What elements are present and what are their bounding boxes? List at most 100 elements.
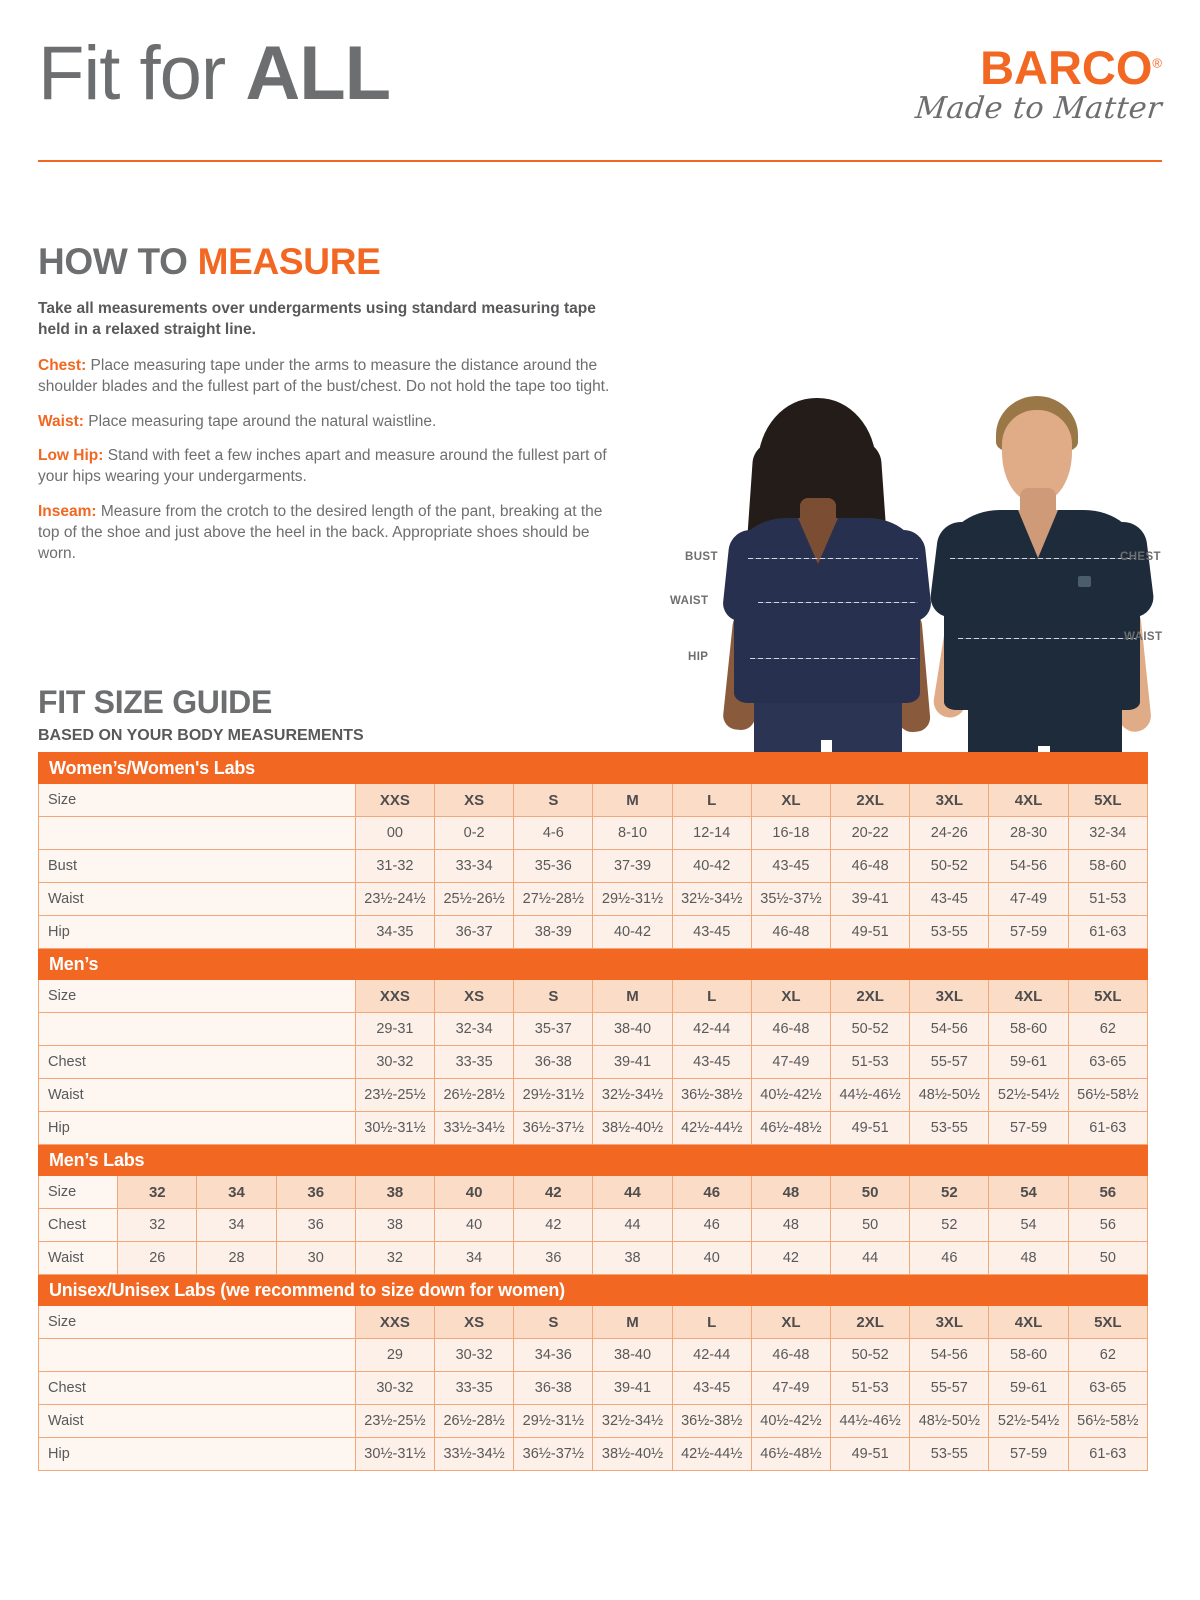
page-title-light: Fit for bbox=[38, 31, 246, 116]
numeric-size-cell: 0-2 bbox=[434, 816, 515, 850]
measurement-row-label: Waist bbox=[37, 1241, 119, 1275]
measurement-cell: 30½-31½ bbox=[354, 1437, 436, 1471]
measurement-cell: 35½-37½ bbox=[750, 882, 832, 916]
measurement-cell: 26 bbox=[117, 1241, 198, 1275]
numeric-size-cell: 4-6 bbox=[513, 816, 594, 850]
size-header-cell: 48 bbox=[750, 1175, 832, 1209]
measurement-cell: 48½-50½ bbox=[909, 1078, 990, 1112]
measurement-cell: 48½-50½ bbox=[909, 1404, 990, 1438]
size-header-cell: XS bbox=[434, 979, 515, 1013]
fit-size-guide-section: FIT SIZE GUIDE BASED ON YOUR BODY MEASUR… bbox=[37, 686, 1149, 1471]
measurement-cell: 42 bbox=[513, 1208, 594, 1242]
measurement-cell: 40 bbox=[434, 1208, 515, 1242]
measurement-cell: 30½-31½ bbox=[354, 1111, 436, 1145]
measurement-cell: 46½-48½ bbox=[750, 1437, 832, 1471]
how-to-measure-section: HOW TO MEASURE Take all measurements ove… bbox=[38, 243, 623, 578]
measurement-cell: 36½-37½ bbox=[513, 1437, 594, 1471]
measurement-cell: 36 bbox=[513, 1241, 594, 1275]
numeric-size-cell: 20-22 bbox=[830, 816, 911, 850]
measurement-cell: 40 bbox=[671, 1241, 752, 1275]
measurement-cell: 39-41 bbox=[592, 1045, 673, 1079]
measurement-cell: 33½-34½ bbox=[434, 1111, 515, 1145]
numeric-size-cell: 34-36 bbox=[513, 1338, 594, 1372]
table-band-row: Men’s Labs bbox=[38, 1144, 1148, 1176]
measurement-cell: 58-60 bbox=[1067, 849, 1149, 883]
size-header-cell: L bbox=[671, 783, 752, 817]
numeric-size-cell: 50-52 bbox=[830, 1338, 911, 1372]
measurement-cell: 61-63 bbox=[1067, 915, 1149, 949]
measurement-cell: 57-59 bbox=[988, 915, 1069, 949]
measurement-cell: 51-53 bbox=[830, 1371, 911, 1405]
size-row-label: Size bbox=[37, 1175, 119, 1209]
measurement-cell: 40-42 bbox=[671, 849, 752, 883]
measurement-cell: 27½-28½ bbox=[513, 882, 594, 916]
size-header-cell: XS bbox=[434, 783, 515, 817]
measurement-cell: 40-42 bbox=[592, 915, 673, 949]
numeric-size-cell: 29 bbox=[354, 1338, 436, 1372]
measure-item-low-hip: Low Hip: Stand with feet a few inches ap… bbox=[38, 445, 623, 488]
measurement-cell: 44 bbox=[592, 1208, 673, 1242]
brand-name: BARCO® bbox=[902, 44, 1162, 91]
table-band-row: Women’s/Women's Labs bbox=[38, 752, 1148, 784]
measure-item-chest: Chest: Place measuring tape under the ar… bbox=[38, 355, 623, 398]
bust-measure-line bbox=[748, 558, 918, 559]
numeric-size-cell: 38-40 bbox=[592, 1338, 673, 1372]
table-row: Chest 32 34 36 38 40 42 44 46 48 50 52 54 56 bbox=[37, 1208, 1149, 1242]
measurement-cell: 38 bbox=[354, 1208, 436, 1242]
measurement-cell: 42 bbox=[750, 1241, 832, 1275]
measurement-cell: 36-37 bbox=[434, 915, 515, 949]
measurement-cell: 59-61 bbox=[988, 1045, 1069, 1079]
measurement-cell: 29½-31½ bbox=[513, 1078, 594, 1112]
measurement-row-label: Waist bbox=[38, 882, 356, 916]
size-row-label: Size bbox=[38, 979, 356, 1013]
measurement-cell: 50 bbox=[830, 1208, 911, 1242]
numeric-size-cell: 46-48 bbox=[750, 1338, 832, 1372]
size-header-cell: 3XL bbox=[909, 979, 990, 1013]
measure-item-low-hip-label: Low Hip: bbox=[38, 446, 104, 464]
size-header-cell: 40 bbox=[434, 1175, 515, 1209]
size-header-cell: XXS bbox=[354, 979, 436, 1013]
size-header-cell: S bbox=[513, 783, 594, 817]
table-row: Chest 30-32 33-35 36-38 39-41 43-45 47-49 51-53… bbox=[38, 1371, 1149, 1405]
measure-item-chest-text: Place measuring tape under the arms to m… bbox=[38, 356, 610, 396]
size-header-cell: M bbox=[592, 783, 673, 817]
size-header-cell: XXS bbox=[354, 783, 436, 817]
table-numeric-size-row: 00 0-2 4-6 8-10 12-14 16-18 20-22 24-26 28-30 32-… bbox=[38, 816, 1149, 850]
numeric-size-cell: 42-44 bbox=[671, 1012, 752, 1046]
table-row: Hip 30½-31½ 33½-34½ 36½-37½ 38½-40½ 42½-44½ 46… bbox=[38, 1111, 1149, 1145]
measurement-cell: 55-57 bbox=[909, 1045, 990, 1079]
measurement-cell: 52½-54½ bbox=[988, 1078, 1069, 1112]
measurement-cell: 32½-34½ bbox=[671, 882, 752, 916]
size-header-cell: XS bbox=[434, 1305, 515, 1339]
size-header-cell: 46 bbox=[671, 1175, 752, 1209]
measurement-cell: 23½-24½ bbox=[354, 882, 436, 916]
brand-wordmark: BARCO bbox=[980, 41, 1153, 94]
table-size-header-row: Size XXS XS S M L XL 2XL 3XL 4XL 5XL bbox=[38, 783, 1149, 817]
numeric-size-cell: 35-37 bbox=[513, 1012, 594, 1046]
size-header-cell: 3XL bbox=[909, 783, 990, 817]
measure-item-low-hip-text: Stand with feet a few inches apart and m… bbox=[38, 446, 607, 486]
measurement-cell: 43-45 bbox=[671, 915, 752, 949]
measure-item-chest-label: Chest: bbox=[38, 356, 87, 374]
measurement-cell: 38-39 bbox=[513, 915, 594, 949]
how-to-measure-title-accent: MEASURE bbox=[197, 241, 381, 282]
measure-item-inseam-text: Measure from the crotch to the desired l… bbox=[38, 502, 603, 563]
page-title: Fit for ALL bbox=[38, 36, 391, 112]
size-header-cell: 4XL bbox=[988, 979, 1069, 1013]
page-header: Fit for ALL BARCO® Made to Matter bbox=[38, 36, 1164, 165]
table-row: Waist 23½-25½ 26½-28½ 29½-31½ 32½-34½ 36½-38½… bbox=[38, 1404, 1149, 1438]
measurement-cell: 34 bbox=[434, 1241, 515, 1275]
measurement-cell: 30-32 bbox=[354, 1045, 436, 1079]
size-header-cell: M bbox=[592, 1305, 673, 1339]
numeric-size-cell: 8-10 bbox=[592, 816, 673, 850]
measurement-cell: 36-38 bbox=[513, 1371, 594, 1405]
table-band-label: Unisex/Unisex Labs (we recommend to size… bbox=[38, 1274, 1148, 1306]
measurement-cell: 46-48 bbox=[830, 849, 911, 883]
numeric-row-label bbox=[38, 816, 356, 850]
measurement-cell: 49-51 bbox=[830, 1111, 911, 1145]
measurement-cell: 57-59 bbox=[988, 1437, 1069, 1471]
measurement-cell: 51-53 bbox=[830, 1045, 911, 1079]
male-face bbox=[1002, 410, 1072, 502]
numeric-size-cell: 58-60 bbox=[988, 1012, 1069, 1046]
size-header-cell: 5XL bbox=[1067, 1305, 1149, 1339]
